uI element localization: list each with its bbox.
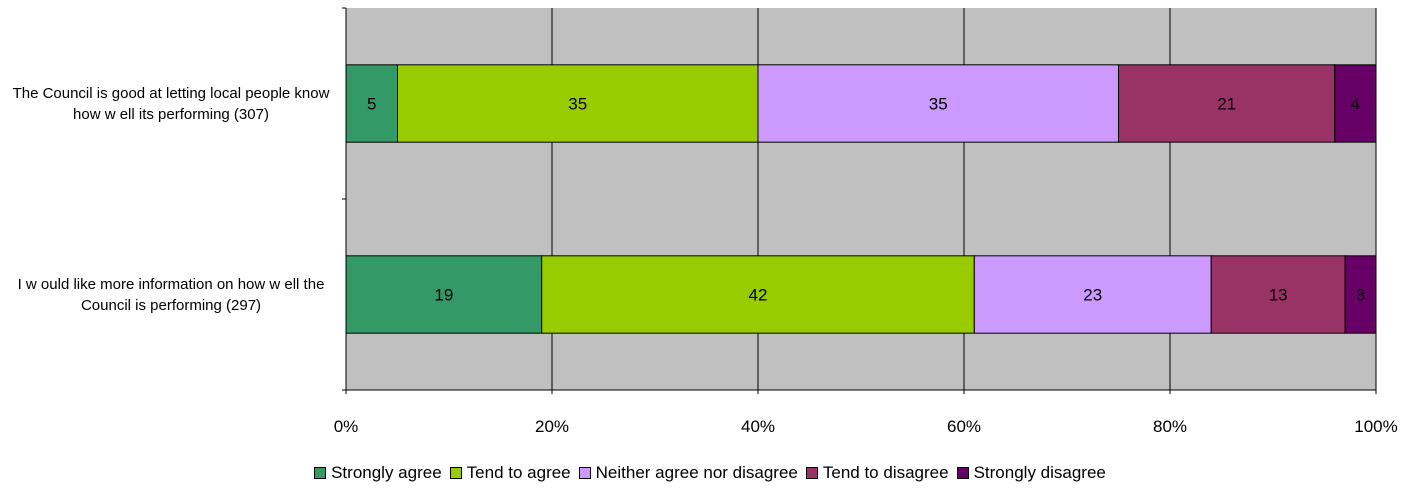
bar-segment — [1344, 255, 1377, 334]
bar-segment — [1334, 64, 1377, 143]
x-tick-label: 0% — [334, 417, 359, 436]
bar-segment — [757, 64, 1119, 143]
bar-segment — [541, 255, 975, 334]
legend-item: Strongly disagree — [956, 463, 1106, 483]
x-tick-label: 60% — [947, 417, 981, 436]
legend-swatch — [805, 467, 818, 479]
bar-segment — [1118, 64, 1336, 143]
legend-swatch — [956, 467, 969, 479]
x-tick-label: 80% — [1153, 417, 1187, 436]
data-label: 23 — [1083, 286, 1102, 305]
bar-segment — [345, 64, 398, 143]
bar-segment — [397, 64, 759, 143]
legend-item: Tend to agree — [449, 463, 571, 483]
x-tick-label: 100% — [1354, 417, 1397, 436]
legend-swatch — [449, 467, 462, 479]
bar-segment — [973, 255, 1212, 334]
category-label: I w ould like more information on how w … — [17, 275, 325, 314]
data-label: 42 — [749, 286, 768, 305]
data-label: 13 — [1269, 286, 1288, 305]
legend-label: Tend to disagree — [822, 463, 949, 482]
data-label: 3 — [1356, 286, 1365, 305]
legend-label: Neither agree nor disagree — [595, 463, 798, 482]
legend-label: Strongly disagree — [973, 463, 1106, 482]
category-label: The Council is good at letting local peo… — [12, 84, 330, 123]
legend-item: Neither agree nor disagree — [578, 463, 798, 483]
data-label: 19 — [434, 286, 453, 305]
x-tick-label: 20% — [535, 417, 569, 436]
data-label: 35 — [929, 95, 948, 114]
x-tick-label: 40% — [741, 417, 775, 436]
data-label: 4 — [1351, 95, 1360, 114]
legend-swatch — [578, 467, 591, 479]
bar-segment — [345, 255, 543, 334]
data-label: 21 — [1217, 95, 1236, 114]
data-label: 5 — [367, 95, 376, 114]
legend: Strongly agree Tend to agree Neither agree… — [0, 463, 1420, 483]
legend-swatch — [314, 467, 327, 479]
data-label: 35 — [568, 95, 587, 114]
bar-segment — [1210, 255, 1346, 334]
legend-item: Tend to disagree — [805, 463, 949, 483]
legend-label: Tend to agree — [466, 463, 571, 482]
legend-item: Strongly agree — [314, 463, 442, 483]
legend-label: Strongly agree — [331, 463, 442, 482]
